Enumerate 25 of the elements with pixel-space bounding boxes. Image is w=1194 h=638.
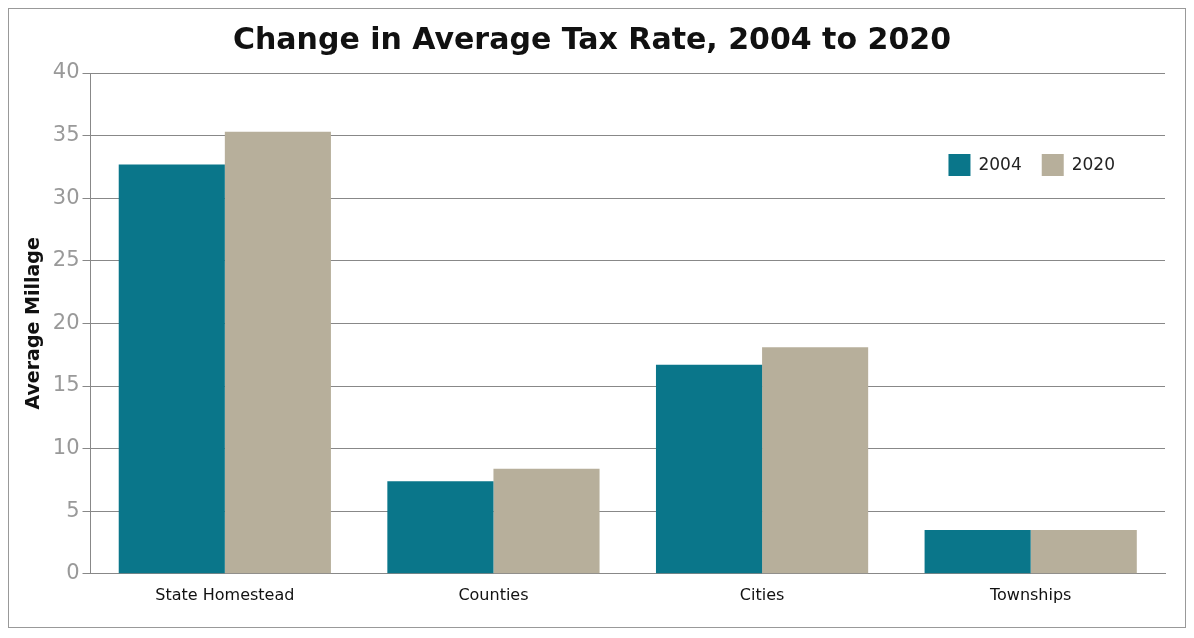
x-tick-label: State Homestead xyxy=(155,584,295,604)
y-tick-label: 20 xyxy=(52,309,80,334)
legend-label: 2004 xyxy=(978,154,1022,175)
y-tick-label: 25 xyxy=(52,247,80,272)
bar xyxy=(118,164,225,574)
bar xyxy=(224,131,331,574)
bar xyxy=(493,468,600,574)
y-axis-title: Average Millage xyxy=(21,237,44,410)
y-tick-label: 10 xyxy=(52,435,80,460)
bar xyxy=(924,529,1031,574)
y-tick-label: 35 xyxy=(52,122,80,147)
bar xyxy=(387,481,494,574)
chart-title: Change in Average Tax Rate, 2004 to 2020 xyxy=(232,20,952,56)
legend-label: 2020 xyxy=(1071,154,1115,175)
bar xyxy=(1030,529,1137,574)
y-tick-label: 30 xyxy=(52,184,80,209)
y-tick-label: 5 xyxy=(66,497,80,522)
y-tick-label: 0 xyxy=(66,560,80,585)
bar xyxy=(762,347,869,574)
x-tick-label: Townships xyxy=(988,584,1072,604)
y-tick-label: 40 xyxy=(52,59,80,84)
y-tick-label: 15 xyxy=(52,372,80,397)
bar xyxy=(655,364,763,574)
x-tick-label: Cities xyxy=(739,584,785,604)
x-tick-label: Counties xyxy=(458,584,529,604)
